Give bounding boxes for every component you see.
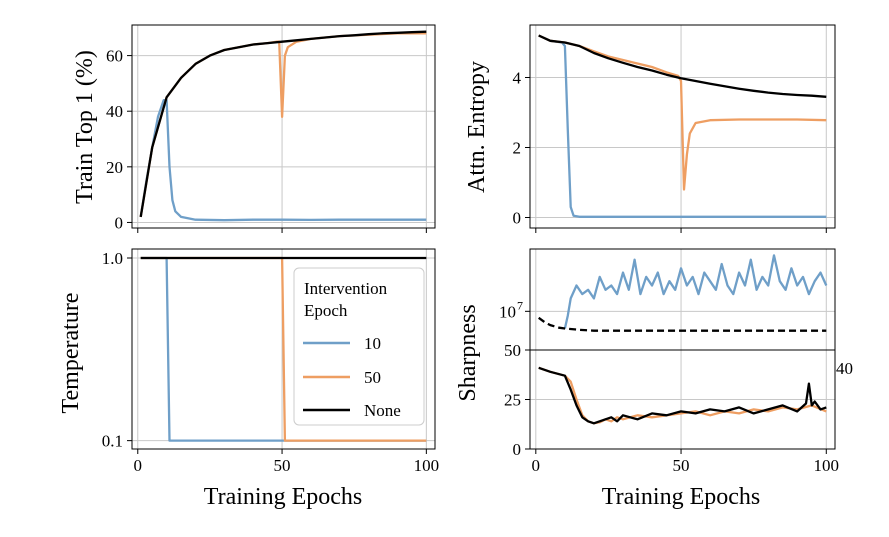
legend-label-50: 50	[364, 368, 381, 387]
sharpness-ytick-label-upper: 10	[499, 302, 516, 321]
train-top1-series-10	[139, 98, 427, 222]
xlabel-sharpness: Training Epochs	[602, 484, 760, 510]
train-top1-ytick-label: 0	[115, 213, 124, 232]
sharpness-ytick-label-exponent: 7	[517, 298, 523, 312]
train-top1-series-none	[139, 30, 427, 218]
panel-sharpness: 0 50 100 10 7 0 25 50 40	[499, 248, 853, 475]
attn-entropy-series-50	[538, 34, 827, 191]
temperature-frame	[131, 248, 436, 450]
sharpness-ytick-label-lower: 50	[504, 341, 521, 360]
sharpness-edge-label: 40	[836, 359, 853, 378]
panel-attn-entropy: 0 2 4	[513, 24, 836, 233]
sharpness-ytick-label-lower: 0	[513, 440, 522, 459]
panel-train-top1: 0 20 40 60	[106, 24, 436, 233]
attn-entropy-frame	[529, 24, 836, 229]
ylabel-train-top1: Train Top 1 (%)	[72, 50, 98, 204]
attn-entropy-ytick-label: 4	[513, 69, 522, 88]
train-top1-frame	[131, 24, 436, 229]
legend-label-none: None	[364, 401, 401, 420]
sharpness-series-none-upper	[538, 316, 827, 332]
temperature-ytick-label: 0.1	[102, 432, 123, 451]
train-top1-series-50	[139, 32, 427, 218]
panel-temperature: 0 50 100 0.1 1.0	[102, 248, 440, 475]
legend-title-line2: Epoch	[304, 301, 348, 320]
ylabel-attn-entropy: Attn. Entropy	[464, 61, 490, 193]
sharpness-frame	[529, 248, 836, 450]
sharpness-xtick-label: 0	[532, 456, 541, 475]
temperature-xtick-label: 0	[134, 456, 143, 475]
sharpness-xtick-label: 50	[673, 456, 690, 475]
ylabel-sharpness: Sharpness	[455, 304, 481, 401]
temperature-xtick-label: 50	[274, 456, 291, 475]
attn-entropy-ytick-label: 2	[513, 139, 522, 158]
train-top1-ytick-label: 20	[106, 158, 123, 177]
train-top1-ytick-label: 40	[106, 102, 123, 121]
attn-entropy-series-none	[538, 34, 827, 98]
attn-entropy-ytick-label: 0	[513, 209, 522, 228]
legend-title-line1: Intervention	[304, 279, 388, 298]
xlabel-temperature: Training Epochs	[204, 484, 362, 510]
sharpness-xtick-label: 100	[814, 456, 840, 475]
ylabel-temperature: Temperature	[58, 293, 84, 414]
legend-box	[293, 267, 425, 426]
legend: Intervention Epoch 10 50 None	[293, 267, 425, 426]
sharpness-ytick-label-lower: 25	[504, 391, 521, 410]
train-top1-ytick-label: 60	[106, 47, 123, 66]
temperature-ytick-label: 1.0	[102, 249, 123, 268]
sharpness-series-10-upper	[563, 254, 828, 329]
temperature-xtick-label: 100	[414, 456, 440, 475]
sharpness-series-none-lower	[538, 366, 827, 425]
legend-label-10: 10	[364, 334, 381, 353]
